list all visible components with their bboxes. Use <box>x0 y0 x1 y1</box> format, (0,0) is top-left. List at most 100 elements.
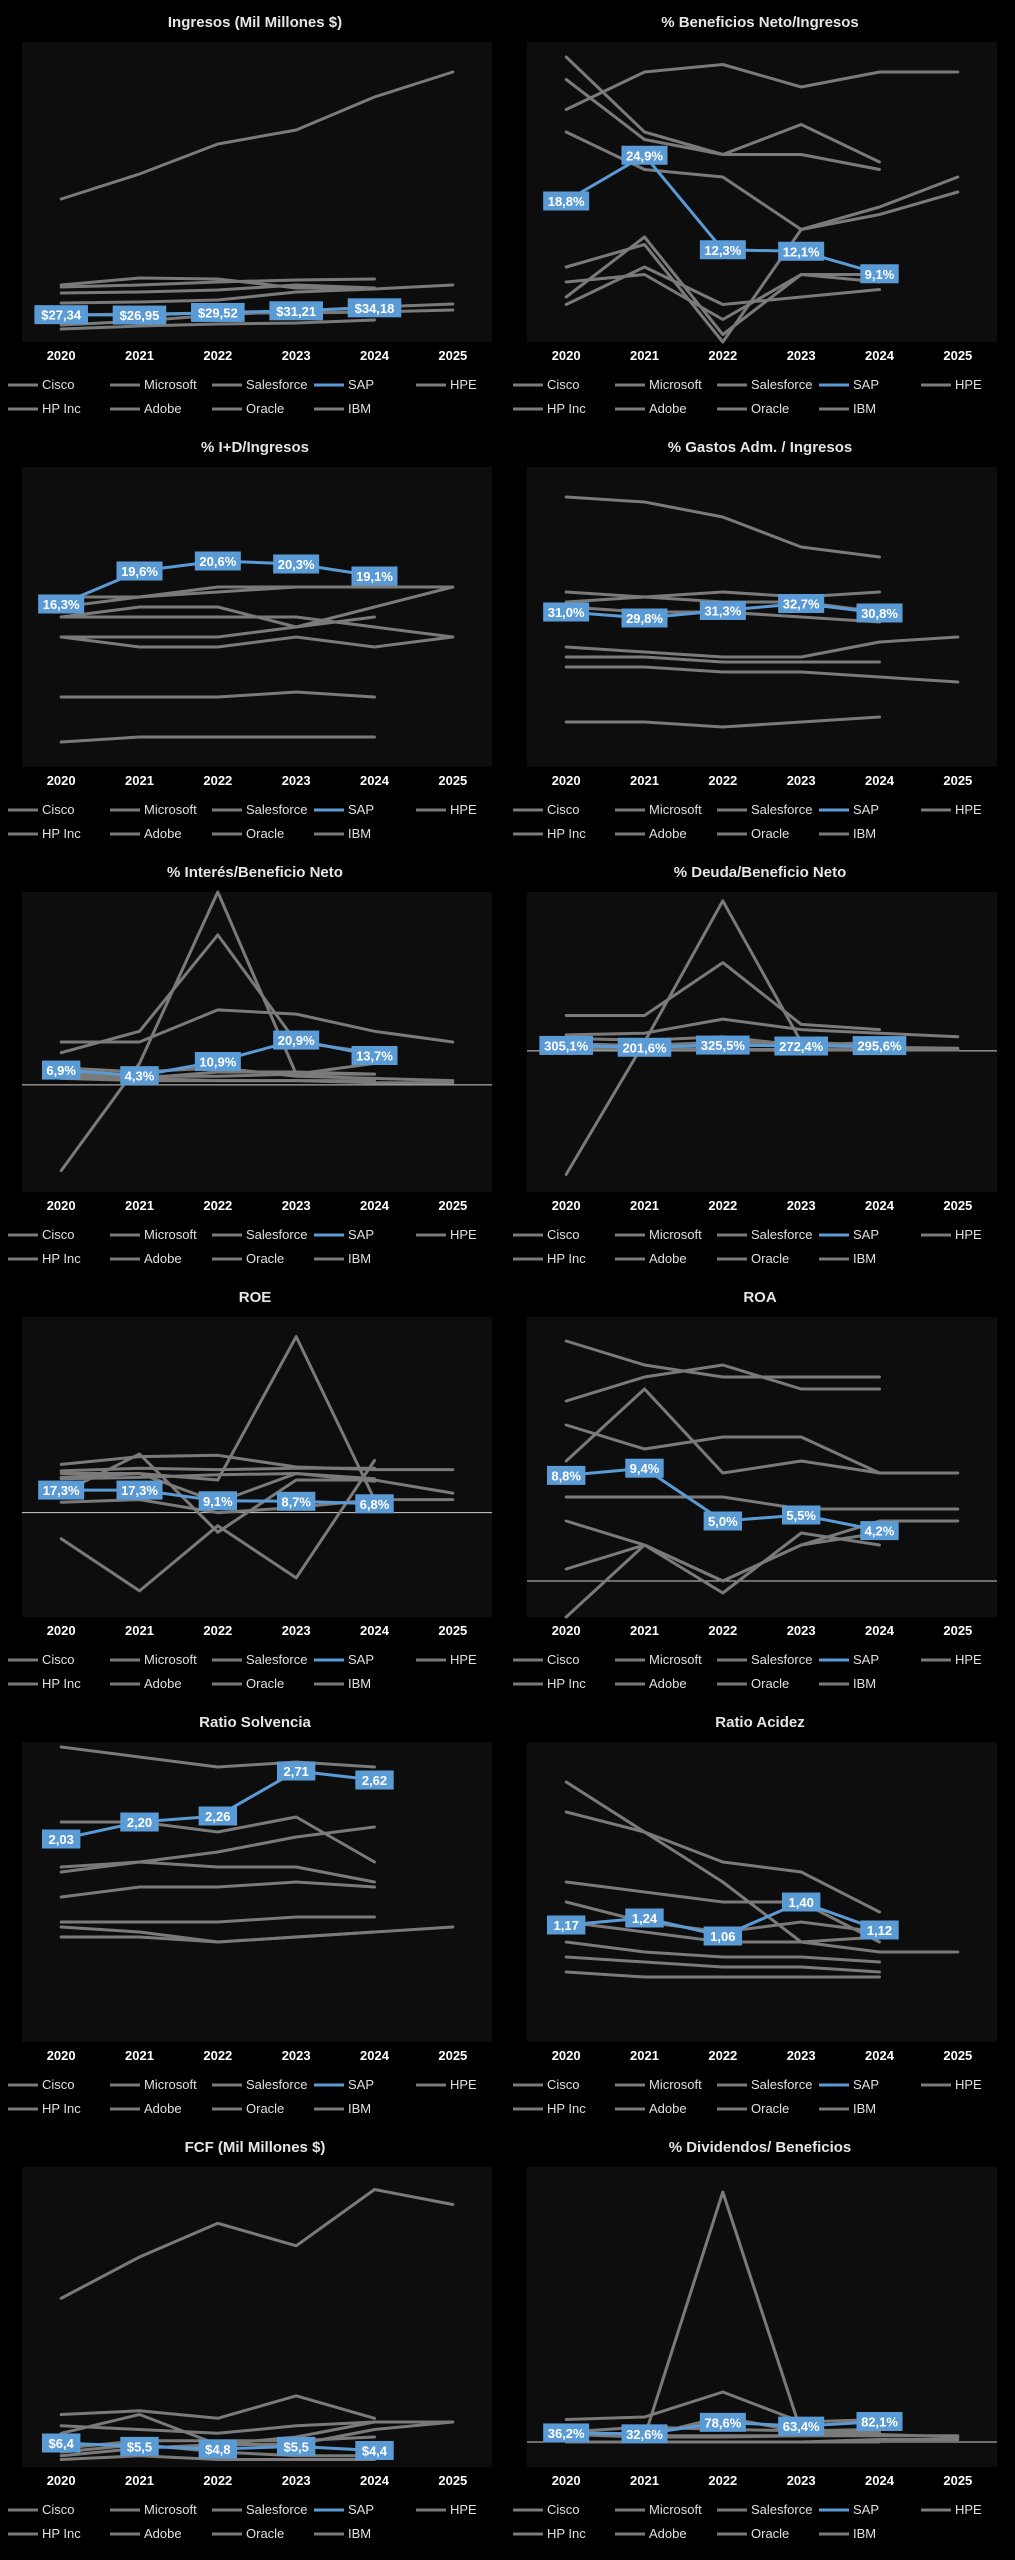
x-tick-label: 2025 <box>438 2048 467 2063</box>
series-line-oracle <box>59 1452 455 1534</box>
svg-text:IBM: IBM <box>853 1676 876 1691</box>
legend-item-microsoft: Microsoft <box>110 377 197 392</box>
data-label: 4,2% <box>860 1521 899 1541</box>
svg-text:Adobe: Adobe <box>649 2101 687 2116</box>
data-label: 31,3% <box>699 601 746 620</box>
x-tick-label: 2020 <box>47 2048 76 2063</box>
x-tick-label: 2022 <box>708 773 737 788</box>
svg-text:Adobe: Adobe <box>144 2101 182 2116</box>
legend-item-adobe: Adobe <box>615 2101 687 2116</box>
data-label: $6,4 <box>41 2433 81 2453</box>
data-label: 6,8% <box>355 1494 394 1514</box>
data-label: 63,4% <box>778 2416 825 2436</box>
chart-svg: 31,0% 29,8% 31,3% 32,7% 30,8% 2020 2021 2022 202… <box>513 467 997 841</box>
x-tick-label: 2021 <box>125 348 154 363</box>
svg-text:SAP: SAP <box>348 1227 374 1242</box>
legend-item-ibm: IBM <box>819 1676 876 1691</box>
series-line-salesforce <box>564 175 960 344</box>
legend-item-hpe: HPE <box>416 1227 477 1242</box>
x-tick-label: 2020 <box>552 348 581 363</box>
svg-text:Oracle: Oracle <box>246 401 284 416</box>
series-line-adobe <box>59 1074 376 1083</box>
svg-text:Cisco: Cisco <box>42 377 75 392</box>
x-tick-label: 2023 <box>787 1623 816 1638</box>
svg-text:16,3%: 16,3% <box>43 597 80 612</box>
series-line-adobe <box>59 1815 376 1864</box>
svg-text:HPE: HPE <box>955 802 982 817</box>
svg-text:Cisco: Cisco <box>42 1227 75 1242</box>
legend-item-oracle: Oracle <box>717 401 789 416</box>
legend-item-sap: SAP <box>819 1652 879 1667</box>
series-line-oracle <box>564 1780 960 1954</box>
series-line-cisco <box>564 1363 881 1403</box>
x-tick-label: 2023 <box>282 1623 311 1638</box>
svg-text:SAP: SAP <box>853 2077 879 2092</box>
legend-item-cisco: Cisco <box>513 802 580 817</box>
svg-text:272,4%: 272,4% <box>779 1039 824 1054</box>
legend-item-microsoft: Microsoft <box>110 1227 197 1242</box>
legend-item-adobe: Adobe <box>615 1251 687 1266</box>
series-line-salesforce <box>59 1825 376 1874</box>
legend-item-oracle: Oracle <box>212 1251 284 1266</box>
chart-panel-12: % Dividendos/ Beneficios 36,2% 32,6% 78,6% 6… <box>509 2131 1011 2551</box>
series-line-ibm <box>564 961 881 1032</box>
series-line-hp-inc <box>59 735 376 744</box>
svg-text:HPE: HPE <box>955 377 982 392</box>
series-line-oracle <box>59 1008 455 1044</box>
svg-text:Adobe: Adobe <box>144 1676 182 1691</box>
svg-text:Oracle: Oracle <box>751 826 789 841</box>
legend-item-oracle: Oracle <box>717 826 789 841</box>
data-label: 30,8% <box>856 603 903 623</box>
series-line-adobe <box>564 1423 881 1475</box>
legend-item-ibm: IBM <box>819 2526 876 2541</box>
svg-text:19,1%: 19,1% <box>356 569 393 584</box>
svg-text:17,3%: 17,3% <box>43 1483 80 1498</box>
svg-text:HP Inc: HP Inc <box>42 1251 81 1266</box>
data-label: $27,34 <box>34 305 88 325</box>
x-tick-label: 2024 <box>865 2473 895 2488</box>
svg-text:Oracle: Oracle <box>751 1251 789 1266</box>
legend-item-cisco: Cisco <box>513 1227 580 1242</box>
x-tick-label: 2021 <box>630 2048 659 2063</box>
svg-text:$6,4: $6,4 <box>49 2436 75 2451</box>
svg-text:Microsoft: Microsoft <box>144 802 197 817</box>
svg-text:31,0%: 31,0% <box>548 605 585 620</box>
x-tick-label: 2022 <box>708 2048 737 2063</box>
chart-title: % Beneficios Neto/Ingresos <box>661 14 859 31</box>
chart-svg: 36,2% 32,6% 78,6% 63,4% 82,1% 2020 2021 2022 202… <box>513 2167 997 2541</box>
data-label: 2,20 <box>120 1812 159 1832</box>
x-tick-label: 2023 <box>282 773 311 788</box>
svg-text:19,6%: 19,6% <box>121 564 158 579</box>
x-tick-label: 2020 <box>47 1623 76 1638</box>
series-line-ibm <box>59 277 376 289</box>
legend-item-hp-inc: HP Inc <box>8 2101 81 2116</box>
legend-item-microsoft: Microsoft <box>615 802 702 817</box>
svg-text:Cisco: Cisco <box>42 1652 75 1667</box>
svg-text:HP Inc: HP Inc <box>547 826 586 841</box>
svg-text:6,9%: 6,9% <box>46 1063 76 1078</box>
svg-text:HP Inc: HP Inc <box>547 401 586 416</box>
series-line-adobe <box>564 78 881 164</box>
chart-panel-3: % I+D/Ingresos 16,3% 19,6% 20,6% 20,3% 19,1% 2… <box>4 431 506 851</box>
plot-area <box>22 1317 492 1617</box>
svg-text:295,6%: 295,6% <box>857 1039 902 1054</box>
series-line-ibm <box>59 585 455 599</box>
data-label: $4,8 <box>198 2439 238 2459</box>
x-tick-label: 2023 <box>787 348 816 363</box>
legend-item-ibm: IBM <box>314 401 371 416</box>
chart-svg: 16,3% 19,6% 20,6% 20,3% 19,1% 2020 2021 2022 202… <box>8 467 492 841</box>
svg-text:24,9%: 24,9% <box>626 148 663 163</box>
svg-text:HPE: HPE <box>450 1652 477 1667</box>
x-tick-label: 2025 <box>438 773 467 788</box>
legend-item-cisco: Cisco <box>8 802 75 817</box>
series-line-adobe <box>59 1466 376 1473</box>
svg-text:SAP: SAP <box>348 377 374 392</box>
x-tick-label: 2025 <box>438 1198 467 1213</box>
series-line-hp-inc <box>564 2430 881 2439</box>
svg-text:2,71: 2,71 <box>284 1764 309 1779</box>
svg-text:9,1%: 9,1% <box>203 1494 233 1509</box>
x-tick-label: 2020 <box>47 773 76 788</box>
data-label: 272,4% <box>774 1036 828 1056</box>
chart-panel-1: Ingresos (Mil Millones $) $27,34 $26,95 $29… <box>4 6 506 426</box>
svg-text:82,1%: 82,1% <box>861 2414 898 2429</box>
